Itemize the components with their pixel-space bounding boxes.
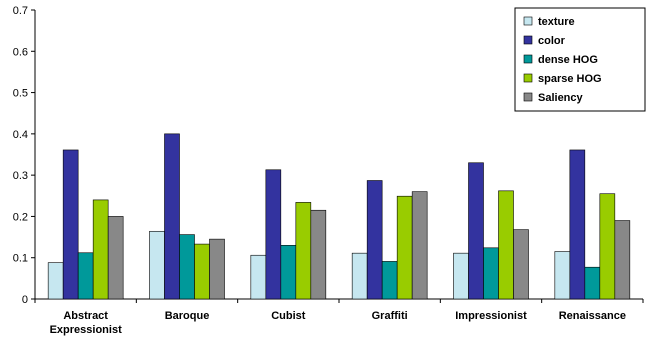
bar-sparse-hog: [498, 190, 514, 300]
legend-label: Saliency: [538, 92, 584, 104]
category-label: Impressionist: [455, 310, 527, 322]
category-label: Baroque: [165, 310, 210, 322]
y-tick-label: 0: [22, 294, 28, 306]
bar-saliency: [614, 220, 631, 300]
legend-swatch: [523, 54, 533, 64]
bar-saliency: [209, 238, 225, 300]
legend-swatch: [523, 73, 533, 83]
bar-color: [164, 133, 180, 300]
y-tick-label: 0.5: [13, 88, 28, 100]
legend: texture color dense HOG sparse HOG Saliency: [514, 7, 646, 112]
bar-saliency: [107, 216, 124, 300]
bar-dense-hog: [381, 261, 398, 300]
bar-dense-hog: [483, 247, 499, 300]
legend-swatch: [523, 92, 533, 102]
bar-saliency: [310, 209, 327, 300]
y-tick-label: 0.3: [13, 170, 28, 182]
bar-dense-hog: [280, 245, 297, 300]
bar-color: [62, 149, 79, 300]
bar-sparse-hog: [396, 195, 413, 300]
y-axis: 0 0.1 0.2 0.3 0.4 0.5 0.6 0.7: [13, 5, 36, 306]
y-tick-label: 0.4: [13, 129, 28, 141]
bar-sparse-hog: [599, 193, 616, 300]
category-label: Abstract: [63, 310, 108, 322]
bar-color: [569, 149, 586, 300]
legend-label: dense HOG: [538, 54, 598, 66]
legend-label: texture: [538, 16, 575, 28]
bar-sparse-hog: [194, 243, 210, 300]
bar-saliency: [513, 229, 529, 300]
legend-label: color: [538, 35, 566, 47]
x-axis: Abstract Expressionist Baroque Cubist Graffi…: [34, 298, 644, 336]
category-label: Cubist: [271, 310, 306, 322]
category-label: Expressionist: [50, 324, 122, 336]
bar-color: [468, 162, 484, 300]
legend-swatch: [523, 16, 533, 26]
bar-texture: [351, 252, 368, 300]
bar-dense-hog: [77, 252, 94, 300]
bar-color: [366, 180, 383, 300]
y-tick-label: 0.1: [13, 253, 28, 265]
bars: [47, 133, 631, 300]
bar-sparse-hog: [92, 199, 109, 300]
bar-color: [265, 169, 282, 300]
bar-dense-hog: [584, 266, 601, 300]
y-tick-label: 0.7: [13, 5, 28, 17]
bar-texture: [554, 251, 571, 300]
y-tick-label: 0.6: [13, 46, 28, 58]
bar-texture: [47, 262, 64, 300]
bar-texture: [149, 230, 165, 300]
legend-swatch: [523, 35, 533, 45]
legend-label: sparse HOG: [538, 73, 602, 85]
legend-box: [514, 7, 646, 112]
bar-texture: [250, 254, 267, 300]
bar-sparse-hog: [295, 202, 312, 300]
y-tick-label: 0.2: [13, 211, 28, 223]
bar-dense-hog: [179, 234, 195, 300]
category-label: Renaissance: [559, 310, 626, 322]
bar-texture: [453, 252, 469, 300]
bar-saliency: [411, 191, 428, 300]
category-label: Graffiti: [372, 310, 408, 322]
